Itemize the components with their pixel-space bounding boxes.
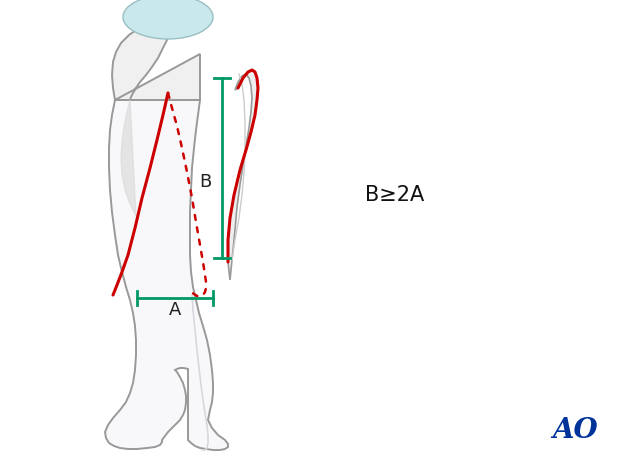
Text: B: B (199, 173, 211, 191)
Text: B≥2A: B≥2A (365, 185, 424, 205)
Ellipse shape (123, 0, 213, 39)
Polygon shape (121, 100, 136, 216)
Polygon shape (112, 13, 200, 100)
Polygon shape (105, 100, 228, 450)
Polygon shape (228, 70, 258, 280)
Text: A: A (169, 301, 181, 319)
Text: AO: AO (552, 416, 598, 443)
